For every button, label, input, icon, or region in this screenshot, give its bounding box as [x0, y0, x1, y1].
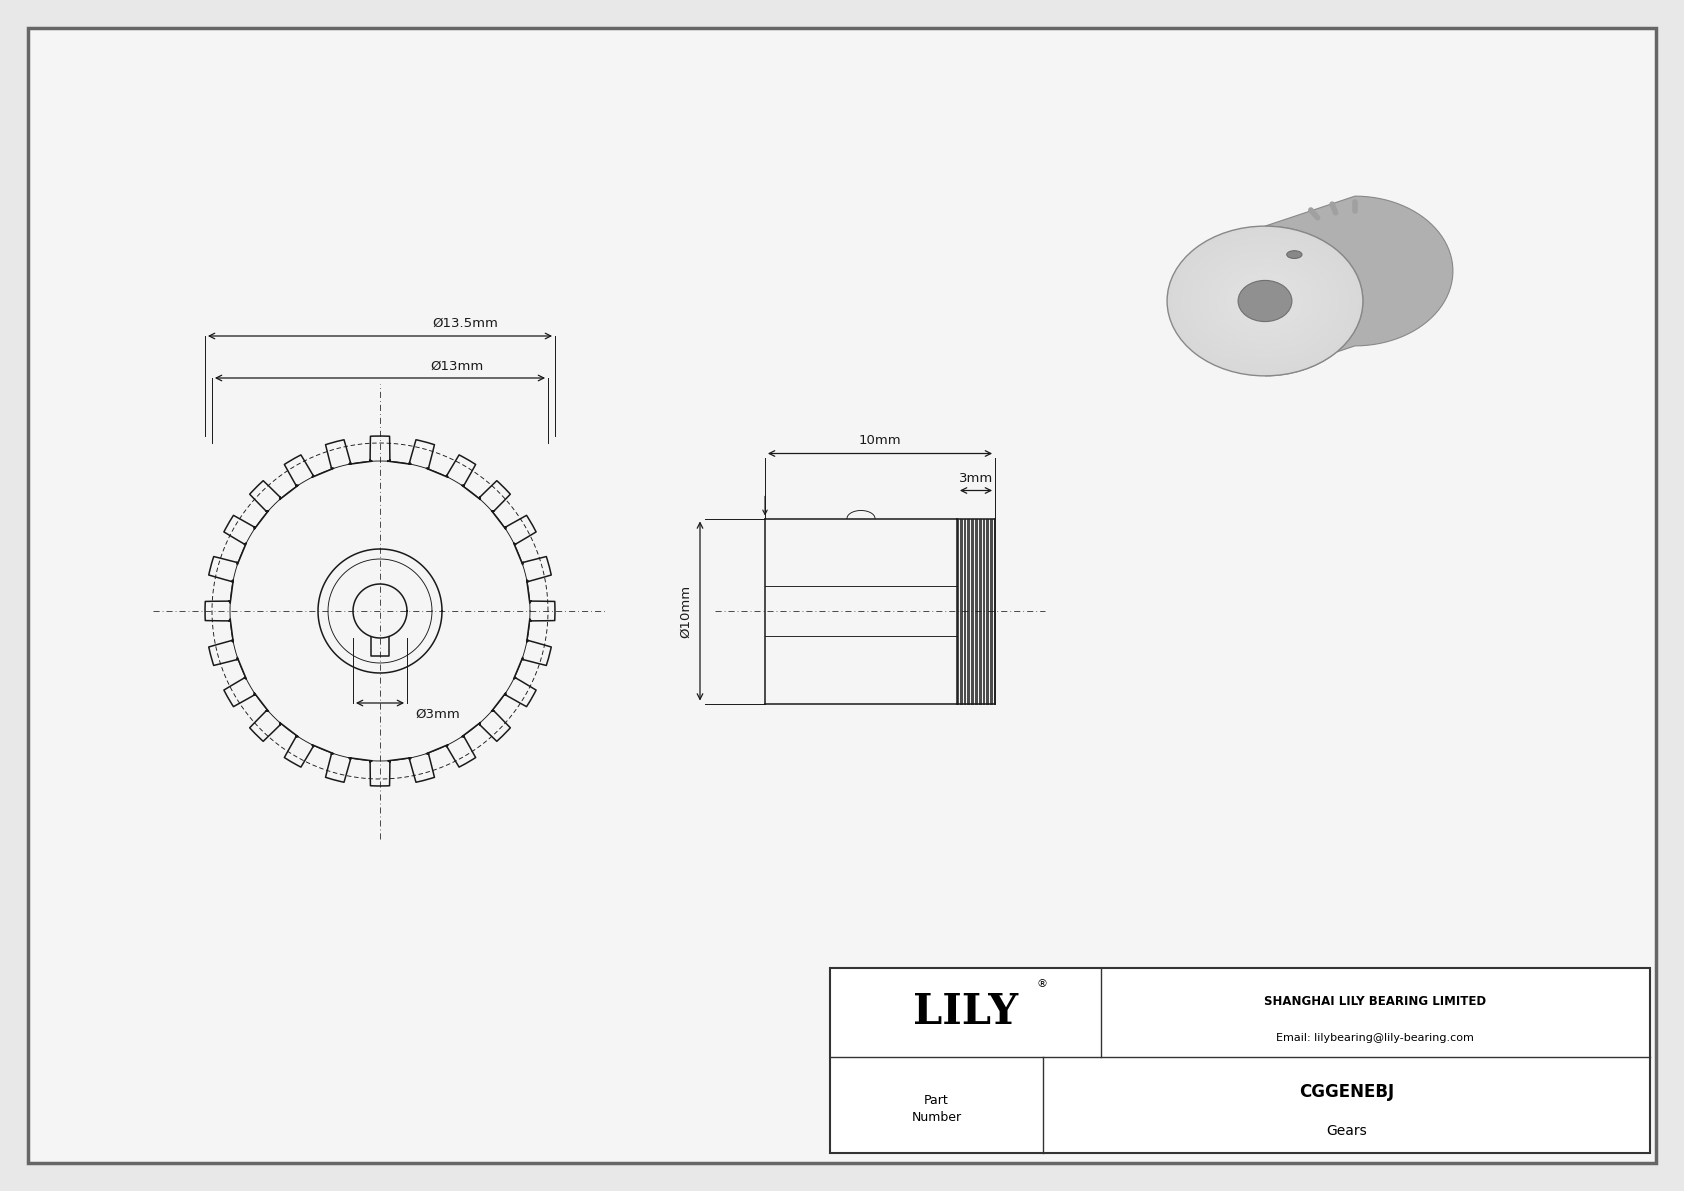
- Text: Email: lilybearing@lily-bearing.com: Email: lilybearing@lily-bearing.com: [1276, 1034, 1474, 1043]
- Ellipse shape: [1287, 250, 1302, 258]
- Text: LILY: LILY: [913, 991, 1017, 1034]
- Bar: [830, 968, 1650, 1153]
- Ellipse shape: [1238, 280, 1292, 322]
- Text: 3mm: 3mm: [958, 473, 994, 486]
- Text: SHANGHAI LILY BEARING LIMITED: SHANGHAI LILY BEARING LIMITED: [1265, 994, 1487, 1008]
- Text: Ø13mm: Ø13mm: [431, 360, 483, 373]
- Text: ®: ®: [1037, 979, 1047, 990]
- Ellipse shape: [1167, 226, 1362, 376]
- Polygon shape: [1265, 197, 1453, 376]
- Text: Ø3mm: Ø3mm: [414, 707, 460, 721]
- Text: Ø10mm: Ø10mm: [679, 585, 692, 637]
- Text: CGGENEBJ: CGGENEBJ: [1298, 1083, 1394, 1100]
- Text: 10mm: 10mm: [859, 435, 901, 448]
- Text: Ø13.5mm: Ø13.5mm: [433, 317, 498, 330]
- Text: Part
Number: Part Number: [911, 1093, 962, 1123]
- Text: Gears: Gears: [1327, 1124, 1367, 1137]
